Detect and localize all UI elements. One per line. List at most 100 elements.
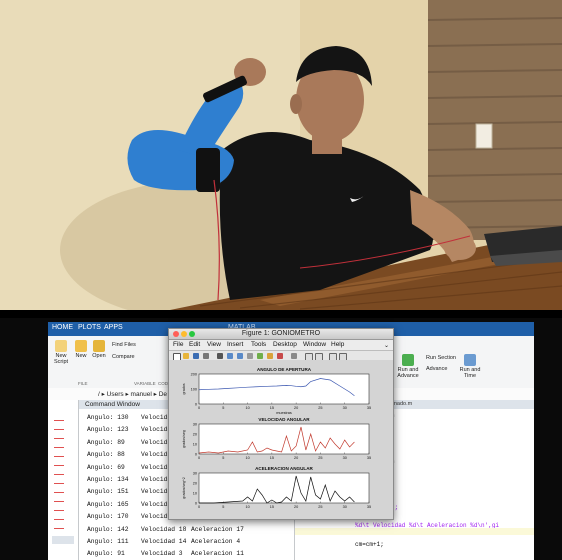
- x-tick-label: 30: [343, 505, 347, 509]
- timer-icon: [464, 354, 476, 366]
- y-axis-label: grados: [182, 383, 186, 394]
- series-line: [199, 475, 355, 504]
- menu-insert[interactable]: Insert: [227, 341, 244, 348]
- current-folder-pane[interactable]: [48, 400, 79, 560]
- y-tick-label: 20: [193, 432, 197, 436]
- window-title: MATLAB: [228, 324, 256, 331]
- workspace-tab[interactable]: [52, 536, 74, 544]
- y-axis-label: grados/seg^2: [182, 477, 186, 498]
- x-tick-label: 30: [343, 406, 347, 410]
- x-tick-label: 5: [222, 456, 224, 460]
- zoom-in-icon[interactable]: [227, 353, 233, 359]
- y-tick-label: 30: [193, 422, 197, 426]
- menu-arrow-icon[interactable]: ⌄: [383, 343, 389, 349]
- axes-box: [198, 472, 370, 504]
- angle-output: Angulo: 69: [87, 463, 125, 471]
- velocity-output: Velocidad: [141, 476, 176, 483]
- pointer-icon[interactable]: [217, 353, 223, 359]
- y-tick-label: 0: [195, 452, 197, 456]
- x-tick-label: 35: [367, 456, 371, 460]
- pan-icon[interactable]: [247, 353, 253, 359]
- figure-menu-bar: File Edit View Insert Tools Desktop Wind…: [169, 340, 393, 351]
- y-tick-label: 100: [191, 387, 197, 391]
- angle-output: Angulo: 111: [87, 538, 129, 545]
- path-breadcrumb[interactable]: / ▸ Users ▸ manuel ▸ De: [98, 391, 168, 398]
- angle-output: Angulo: 91: [87, 550, 125, 558]
- data-cursor-icon[interactable]: [267, 353, 273, 359]
- rotate-icon[interactable]: [257, 353, 263, 359]
- save-icon[interactable]: [193, 353, 199, 359]
- menu-file[interactable]: File: [173, 341, 184, 348]
- advance-button[interactable]: Advance: [426, 366, 448, 372]
- x-tick-label: 5: [222, 505, 224, 509]
- close-icon[interactable]: [173, 331, 179, 337]
- find-files-button[interactable]: Find Files: [112, 342, 136, 348]
- menu-tools[interactable]: Tools: [251, 341, 267, 348]
- new-script-button[interactable]: New Script: [50, 340, 72, 365]
- code-line: cm=cm+1;: [355, 540, 384, 548]
- x-tick-label: 15: [270, 456, 274, 460]
- plot-title: ACELERACION ANGULAR: [255, 466, 313, 471]
- axes-box: [198, 373, 370, 405]
- x-tick-label: 25: [318, 456, 322, 460]
- x-tick-label: 0: [198, 406, 200, 410]
- menu-desktop[interactable]: Desktop: [273, 341, 297, 348]
- x-tick-label: 5: [222, 406, 224, 410]
- menu-view[interactable]: View: [207, 341, 221, 348]
- y-tick-label: 30: [193, 471, 197, 475]
- print-icon[interactable]: [203, 353, 209, 359]
- zoom-out-icon[interactable]: [237, 353, 243, 359]
- angle-output: Angulo: 88: [87, 451, 125, 459]
- x-axis-label: muestras: [276, 411, 292, 415]
- y-tick-label: 0: [195, 402, 197, 406]
- x-tick-label: 20: [294, 456, 298, 460]
- velocity-output: Velocidad: [141, 451, 176, 459]
- angle-output: Angulo: 170: [87, 513, 129, 521]
- x-tick-label: 35: [367, 505, 371, 509]
- x-tick-label: 35: [367, 406, 371, 410]
- angle-output: Angulo: 130: [87, 414, 129, 421]
- new-script-icon: [55, 340, 67, 352]
- x-tick-label: 30: [343, 456, 347, 460]
- axes-box: [198, 423, 370, 455]
- figure-canvas: ANGULO DE APERTURA grados 200 100 0 0 5 10 15 20 2…: [169, 360, 393, 519]
- section-file: FILE: [78, 381, 88, 386]
- menu-window[interactable]: Window: [303, 341, 327, 348]
- compare-button[interactable]: Compare: [112, 354, 135, 360]
- new-button[interactable]: New: [70, 340, 92, 359]
- y-tick-label: 10: [193, 442, 197, 446]
- minimize-icon[interactable]: [181, 331, 187, 337]
- menu-help[interactable]: Help: [331, 341, 345, 348]
- link-icon[interactable]: [291, 353, 297, 359]
- open-button[interactable]: Open: [88, 340, 110, 359]
- maximize-icon[interactable]: [189, 331, 195, 337]
- velocity-output: Velocidad: [141, 488, 176, 496]
- velocity-output: Velocidad: [141, 500, 176, 508]
- acceleration-output: Aceleracion 11: [191, 550, 244, 558]
- run-and-advance-button[interactable]: Run and Advance: [396, 354, 420, 379]
- plot-title: VELOCIDAD ANGULAR: [258, 417, 310, 422]
- x-tick-label: 0: [198, 456, 200, 460]
- file-list-icons: [54, 414, 64, 532]
- velocity-output: Velocidad 18: [141, 525, 187, 533]
- x-tick-label: 10: [245, 505, 249, 509]
- x-tick-label: 10: [245, 406, 249, 410]
- section-variable: VARIABLE: [134, 381, 156, 386]
- open-icon[interactable]: [183, 353, 189, 359]
- tab-home[interactable]: HOME: [52, 324, 73, 331]
- menu-edit[interactable]: Edit: [189, 341, 201, 348]
- angle-output: Angulo: 89: [87, 438, 125, 446]
- series-line: [198, 378, 355, 397]
- run-icon: [402, 354, 414, 366]
- acceleration-output: Aceleracion 17: [191, 525, 244, 533]
- plot-title: ANGULO DE APERTURA: [257, 367, 312, 372]
- tab-plots[interactable]: PLOTS: [78, 324, 101, 331]
- run-and-time-button[interactable]: Run and Time: [458, 354, 482, 379]
- figure-title-bar[interactable]: Figure 1: GONIOMETRO: [169, 329, 393, 340]
- figure-window[interactable]: Figure 1: GONIOMETRO File Edit View Inse…: [168, 328, 394, 520]
- brush-icon[interactable]: [277, 353, 283, 359]
- series-line: [198, 426, 355, 454]
- run-section-button[interactable]: Run Section: [426, 355, 456, 361]
- tab-apps[interactable]: APPS: [104, 324, 123, 331]
